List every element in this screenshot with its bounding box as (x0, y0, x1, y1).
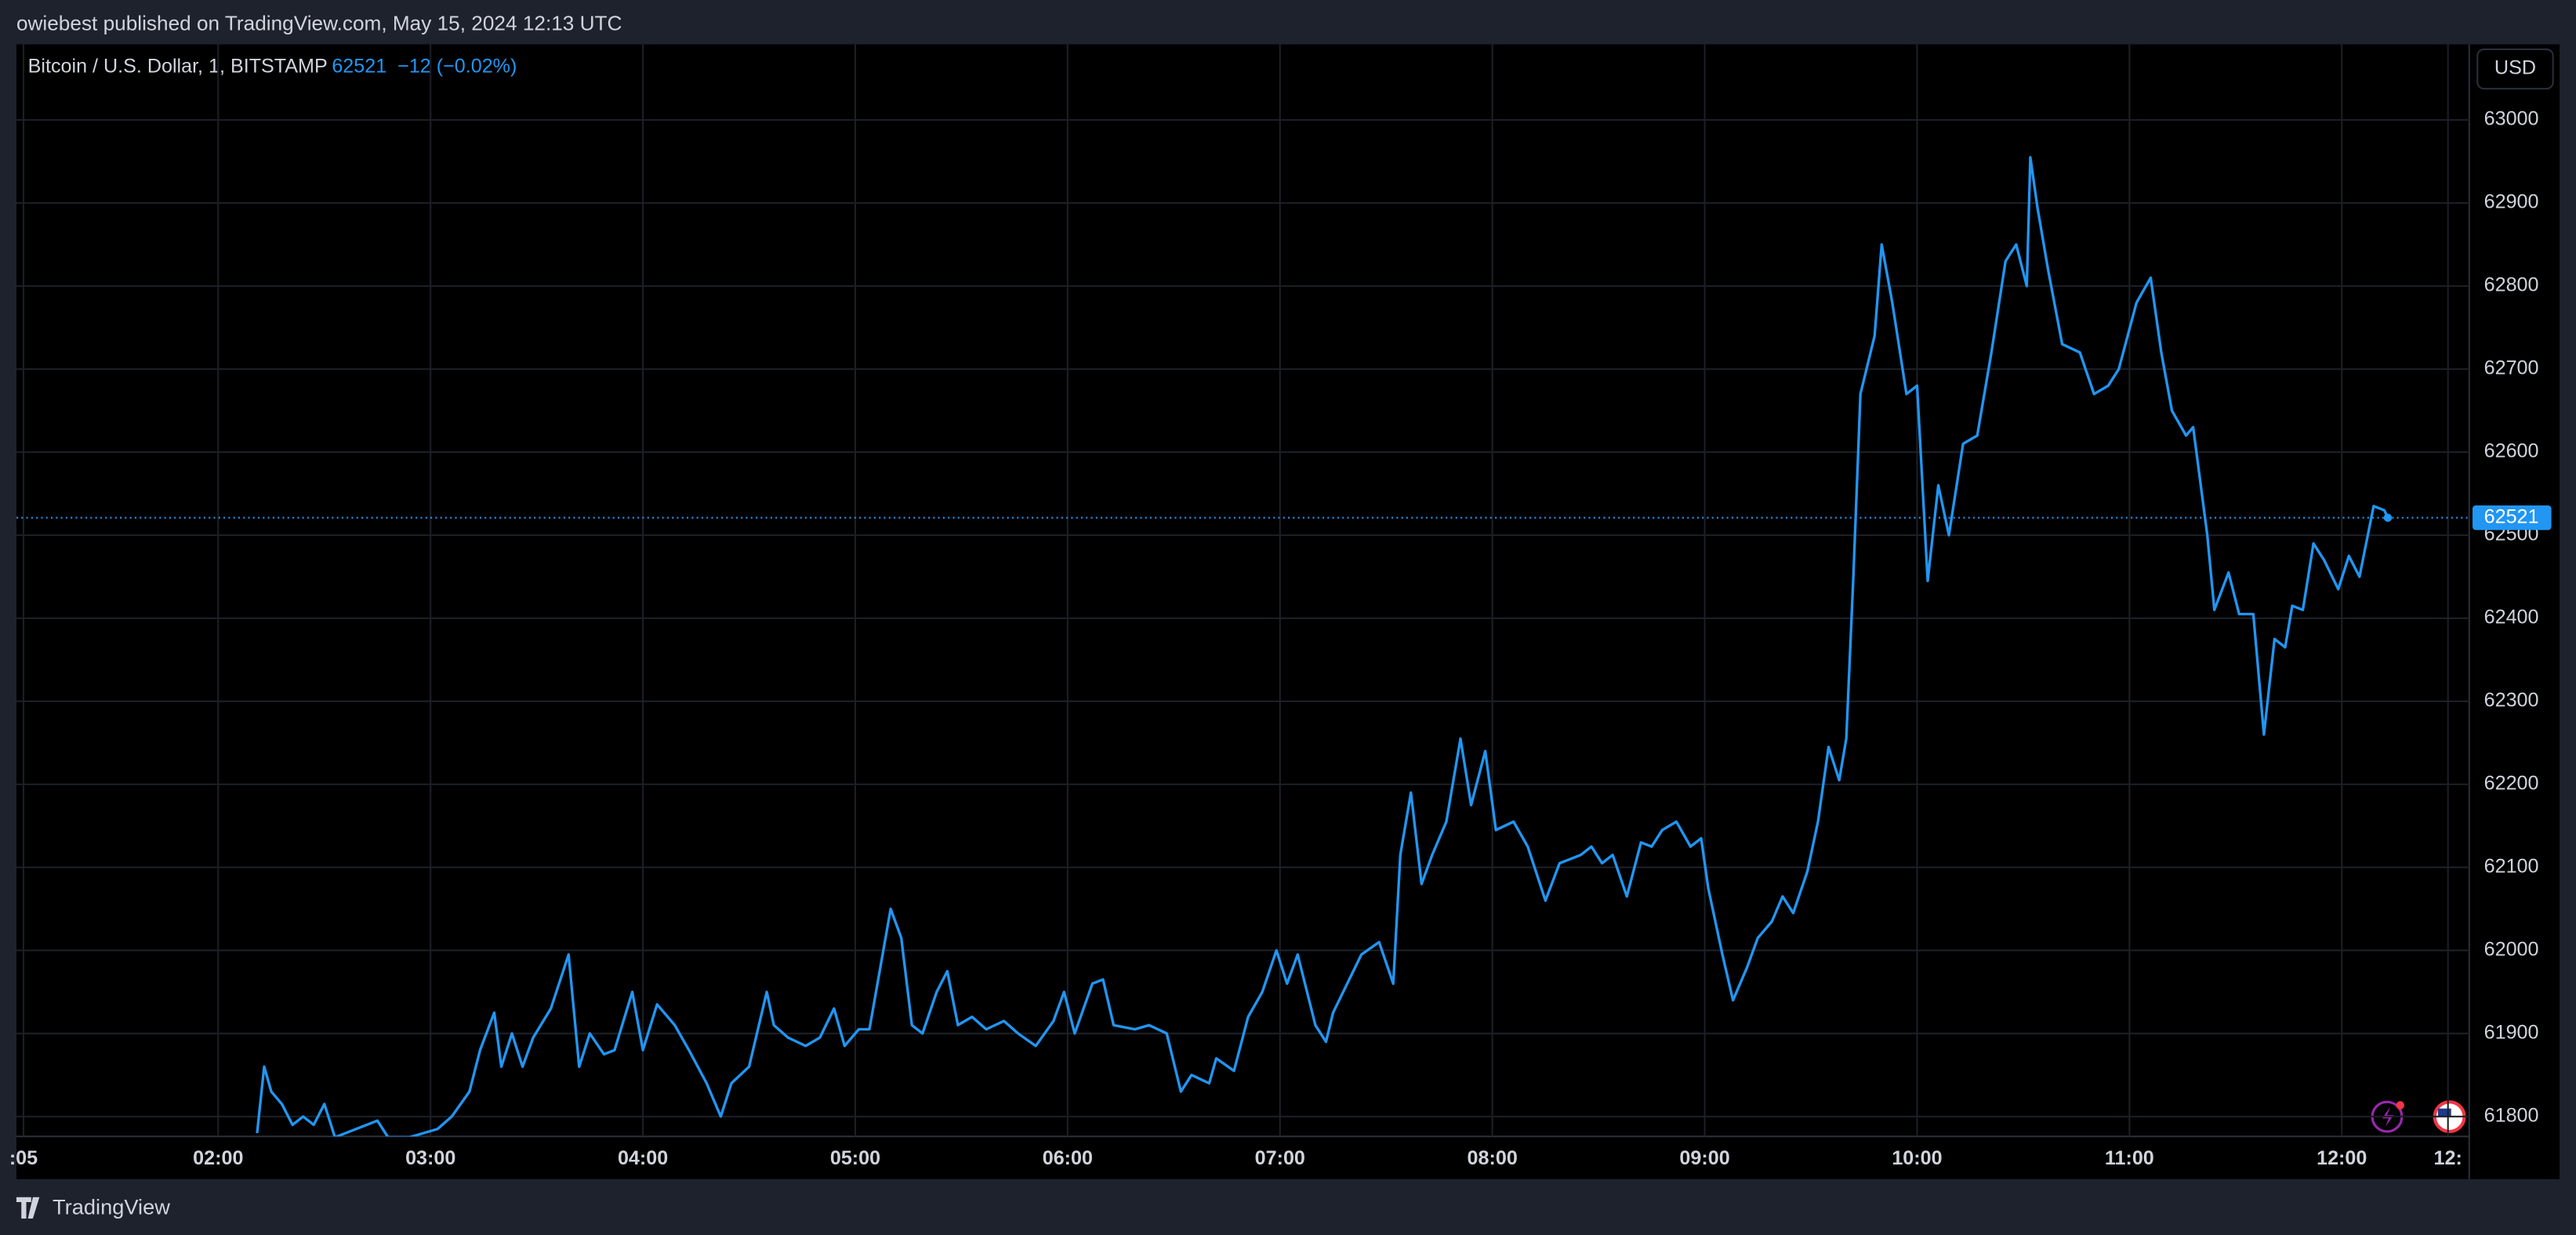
y-tick-label: 63000 (2484, 108, 2539, 130)
currency-label[interactable]: USD (2494, 57, 2536, 79)
y-tick-label: 62100 (2484, 856, 2539, 878)
currency-button[interactable] (2476, 48, 2554, 90)
x-tick-label: 06:00 (1043, 1147, 1093, 1169)
axis-labels: 6180061900620006210062200623006240062500… (9, 108, 2552, 1169)
y-tick-label: 62200 (2484, 773, 2539, 795)
y-tick-label: 62800 (2484, 274, 2539, 296)
last-point (2383, 513, 2393, 522)
last-price-label: 62521 (2484, 505, 2539, 527)
x-tick-label: :05 (9, 1147, 38, 1169)
y-tick-label: 62900 (2484, 191, 2539, 213)
x-tick-label: 04:00 (618, 1147, 668, 1169)
legend-price: 62521 (332, 56, 386, 78)
grid (16, 44, 2469, 1137)
price-line (256, 156, 2389, 1137)
y-tick-label: 61800 (2484, 1104, 2539, 1126)
x-tick-label: 03:00 (405, 1147, 455, 1169)
symbol-title: Bitcoin / U.S. Dollar, 1, BITSTAMP (28, 56, 328, 78)
y-tick-label: 61900 (2484, 1021, 2539, 1043)
flag-canton (2437, 1108, 2451, 1117)
x-tick-label: 09:00 (1679, 1147, 1729, 1169)
x-tick-label: 05:00 (830, 1147, 880, 1169)
footer-brand: TradingView (53, 1195, 170, 1219)
x-tick-label: 12:00 (2317, 1147, 2367, 1169)
last-price-badge (2472, 505, 2552, 531)
y-tick-label: 62700 (2484, 357, 2539, 379)
x-tick-label: 10:00 (1892, 1147, 1942, 1169)
plot-area (16, 156, 2469, 1137)
chart-panel (16, 44, 2560, 1179)
x-tick-label: 02:00 (193, 1147, 243, 1169)
y-tick-label: 62000 (2484, 938, 2539, 960)
x-tick-label: 12: (2434, 1147, 2462, 1169)
x-tick-label: 07:00 (1255, 1147, 1305, 1169)
legend-change: −12 (−0.02%) (397, 56, 517, 78)
logo-mark (16, 1197, 40, 1219)
footer-logo: TradingView (16, 1195, 170, 1219)
y-tick-label: 62400 (2484, 607, 2539, 628)
x-tick-label: 08:00 (1468, 1147, 1518, 1169)
alert-dot (2396, 1101, 2405, 1110)
publisher-note: owiebest published on TradingView.com, M… (16, 11, 622, 34)
x-tick-label: 11:00 (2105, 1147, 2154, 1169)
y-tick-label: 62600 (2484, 440, 2539, 462)
y-tick-label: 62300 (2484, 690, 2539, 712)
